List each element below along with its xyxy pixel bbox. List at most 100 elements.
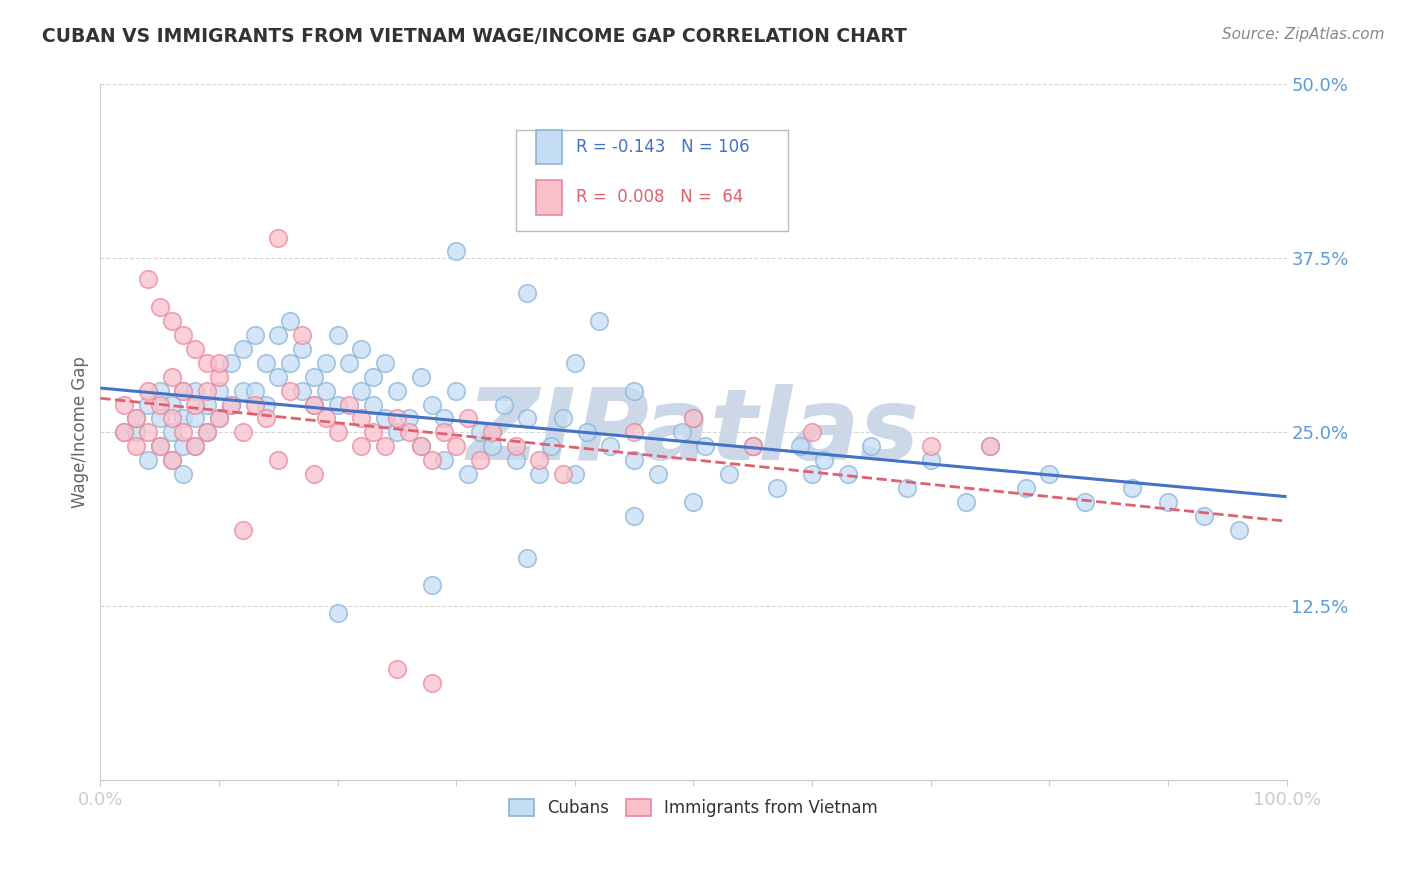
- Point: [955, 495, 977, 509]
- Point: [468, 425, 491, 440]
- Point: [350, 411, 373, 425]
- Point: [444, 244, 467, 259]
- Point: [1192, 508, 1215, 523]
- Point: [326, 328, 349, 343]
- Point: [481, 439, 503, 453]
- Point: [160, 425, 183, 440]
- Point: [516, 550, 538, 565]
- Point: [1157, 495, 1180, 509]
- Point: [695, 439, 717, 453]
- Point: [398, 425, 420, 440]
- Point: [444, 384, 467, 398]
- Text: CUBAN VS IMMIGRANTS FROM VIETNAM WAGE/INCOME GAP CORRELATION CHART: CUBAN VS IMMIGRANTS FROM VIETNAM WAGE/IN…: [42, 27, 907, 45]
- Point: [125, 425, 148, 440]
- Y-axis label: Wage/Income Gap: Wage/Income Gap: [72, 357, 89, 508]
- Point: [326, 398, 349, 412]
- Point: [741, 439, 763, 453]
- Text: R = -0.143   N = 106: R = -0.143 N = 106: [576, 138, 749, 156]
- Point: [896, 481, 918, 495]
- Point: [172, 411, 194, 425]
- Point: [540, 439, 562, 453]
- Point: [243, 328, 266, 343]
- Point: [350, 439, 373, 453]
- Point: [588, 314, 610, 328]
- Point: [623, 384, 645, 398]
- Point: [267, 230, 290, 244]
- Point: [136, 398, 159, 412]
- Point: [112, 425, 135, 440]
- Point: [468, 453, 491, 467]
- Text: ZIPatlas: ZIPatlas: [467, 384, 920, 481]
- Point: [682, 495, 704, 509]
- Point: [433, 425, 456, 440]
- Point: [136, 425, 159, 440]
- Point: [979, 439, 1001, 453]
- Point: [315, 384, 337, 398]
- Point: [457, 467, 479, 482]
- Point: [361, 398, 384, 412]
- Point: [516, 411, 538, 425]
- Point: [1038, 467, 1060, 482]
- Point: [125, 439, 148, 453]
- Point: [195, 398, 218, 412]
- Point: [361, 369, 384, 384]
- Point: [564, 467, 586, 482]
- Point: [160, 398, 183, 412]
- Point: [457, 411, 479, 425]
- FancyBboxPatch shape: [536, 129, 562, 164]
- Point: [409, 439, 432, 453]
- Point: [149, 398, 172, 412]
- Point: [149, 439, 172, 453]
- Point: [481, 425, 503, 440]
- Point: [326, 607, 349, 621]
- Point: [385, 425, 408, 440]
- Point: [529, 467, 551, 482]
- Point: [160, 453, 183, 467]
- Point: [219, 356, 242, 370]
- Point: [326, 425, 349, 440]
- Point: [254, 411, 277, 425]
- Point: [172, 384, 194, 398]
- Point: [979, 439, 1001, 453]
- Point: [184, 439, 207, 453]
- Point: [398, 411, 420, 425]
- Point: [302, 467, 325, 482]
- Point: [765, 481, 787, 495]
- Point: [789, 439, 811, 453]
- Point: [682, 411, 704, 425]
- Point: [1121, 481, 1143, 495]
- Point: [505, 453, 527, 467]
- Point: [149, 411, 172, 425]
- Point: [623, 508, 645, 523]
- Point: [291, 342, 314, 356]
- Point: [361, 425, 384, 440]
- Point: [232, 342, 254, 356]
- Point: [492, 398, 515, 412]
- Point: [208, 369, 231, 384]
- Point: [125, 411, 148, 425]
- Point: [801, 467, 824, 482]
- Point: [422, 676, 444, 690]
- Point: [136, 384, 159, 398]
- Point: [741, 439, 763, 453]
- Point: [444, 439, 467, 453]
- Point: [350, 342, 373, 356]
- Point: [409, 369, 432, 384]
- Point: [741, 439, 763, 453]
- Point: [409, 439, 432, 453]
- Point: [172, 328, 194, 343]
- Point: [374, 439, 396, 453]
- Point: [160, 369, 183, 384]
- Point: [172, 439, 194, 453]
- Point: [195, 384, 218, 398]
- Point: [433, 411, 456, 425]
- Point: [278, 384, 301, 398]
- Point: [516, 286, 538, 301]
- Point: [195, 425, 218, 440]
- Text: Source: ZipAtlas.com: Source: ZipAtlas.com: [1222, 27, 1385, 42]
- Point: [682, 147, 704, 161]
- Point: [374, 356, 396, 370]
- Point: [232, 425, 254, 440]
- Point: [671, 425, 693, 440]
- Point: [160, 453, 183, 467]
